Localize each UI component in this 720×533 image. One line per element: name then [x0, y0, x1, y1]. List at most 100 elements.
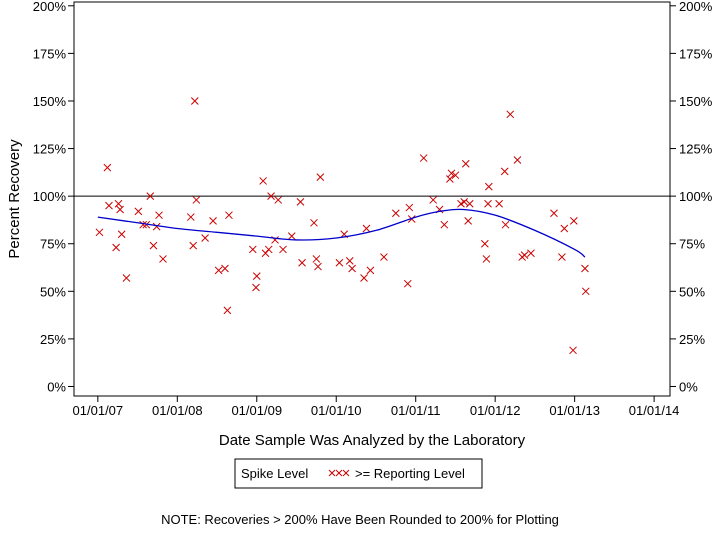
data-point	[380, 253, 388, 261]
data-point	[310, 218, 318, 227]
data-point	[316, 173, 325, 181]
data-point	[287, 232, 296, 240]
y-axis-title: Percent Recovery	[6, 139, 23, 259]
data-point	[440, 220, 449, 229]
data-point	[335, 258, 344, 267]
data-point	[501, 220, 510, 229]
data-point	[581, 287, 590, 296]
y-tick-label-right: 175%	[679, 46, 713, 61]
data-point	[116, 205, 124, 214]
data-point	[225, 211, 233, 220]
data-point	[465, 199, 474, 208]
data-point	[252, 283, 260, 292]
x-tick-label: 01/01/12	[470, 403, 521, 418]
data-point	[360, 274, 368, 282]
data-point	[105, 201, 113, 210]
data-point	[484, 199, 492, 208]
data-point	[223, 306, 232, 315]
data-point	[248, 245, 257, 254]
data-point	[112, 243, 120, 252]
data-point	[189, 241, 198, 250]
legend-label-spike-level: Spike Level	[241, 466, 308, 481]
data-point	[419, 154, 428, 162]
y-tick-label-right: 25%	[679, 332, 705, 347]
data-point	[192, 196, 201, 204]
data-point	[159, 255, 167, 263]
y-axis-right: 0% 25% 50% 75% 100% 125% 150% 175% 200%	[670, 0, 713, 394]
plot-frame	[73, 1, 671, 397]
data-point	[186, 213, 195, 221]
data-point	[201, 234, 209, 242]
data-point	[149, 241, 158, 250]
x-tick-label: 01/01/13	[549, 403, 600, 418]
data-point	[569, 346, 577, 355]
y-tick-label: 200%	[33, 0, 67, 14]
data-point	[103, 163, 112, 172]
y-tick-label: 100%	[33, 189, 67, 204]
y-tick-label-right: 150%	[679, 94, 713, 109]
data-point	[527, 249, 535, 258]
x-tick-label: 01/01/09	[231, 403, 282, 418]
y-tick-label: 50%	[40, 284, 66, 299]
data-point	[190, 97, 199, 105]
data-point	[447, 169, 456, 178]
data-point	[155, 211, 163, 220]
data-point	[214, 266, 223, 275]
data-point	[484, 182, 493, 191]
y-axis-left: 0% 25% 50% 75% 100% 125% 150% 175% 200%	[33, 0, 74, 394]
data-point	[348, 264, 356, 273]
data-point	[513, 156, 522, 164]
data-point	[274, 196, 283, 204]
data-point	[560, 224, 569, 233]
y-tick-label: 175%	[33, 46, 67, 61]
data-point	[264, 245, 273, 254]
data-point	[95, 228, 104, 237]
y-tick-label-right: 75%	[679, 237, 705, 252]
x-tick-label: 01/01/14	[629, 403, 680, 418]
data-point	[146, 192, 155, 200]
data-point	[464, 217, 473, 225]
data-point	[296, 198, 305, 206]
x-tick-label: 01/01/10	[311, 403, 362, 418]
y-tick-label: 150%	[33, 94, 67, 109]
data-point	[312, 255, 321, 263]
data-point	[345, 257, 354, 265]
legend-box	[234, 458, 483, 489]
footnote: NOTE: Recoveries > 200% Have Been Rounde…	[161, 512, 559, 527]
data-point	[461, 159, 470, 168]
data-point	[314, 262, 322, 271]
x-tick-label: 01/01/08	[152, 403, 203, 418]
data-point	[267, 192, 275, 200]
y-tick-label: 0%	[47, 379, 66, 394]
data-point	[362, 224, 371, 233]
data-point	[209, 217, 217, 225]
y-tick-label: 25%	[40, 332, 66, 347]
data-point	[451, 171, 460, 180]
legend-label-reporting-level: >= Reporting Level	[355, 466, 465, 481]
x-tick-label: 01/01/11	[391, 403, 441, 418]
data-point	[403, 279, 412, 288]
data-point	[259, 177, 267, 185]
y-tick-label-right: 50%	[679, 284, 705, 299]
y-tick-label: 125%	[33, 142, 67, 157]
data-point	[134, 207, 143, 216]
data-point	[581, 264, 589, 273]
legend-marker	[342, 469, 350, 477]
data-point	[366, 266, 375, 275]
y-tick-label-right: 100%	[679, 189, 713, 204]
x-axis: 01/01/07 01/01/08 01/01/09 01/01/10 01/01/11…	[73, 396, 680, 418]
data-point	[550, 209, 558, 218]
legend-marker	[335, 469, 343, 477]
data-point	[117, 230, 126, 239]
data-point	[279, 245, 287, 254]
data-point	[298, 258, 306, 267]
data-point	[114, 199, 123, 208]
data-point	[391, 209, 400, 218]
data-point	[405, 203, 414, 212]
data-point	[482, 255, 491, 263]
data-point	[221, 264, 229, 273]
data-point	[446, 175, 454, 183]
data-point	[558, 253, 566, 261]
